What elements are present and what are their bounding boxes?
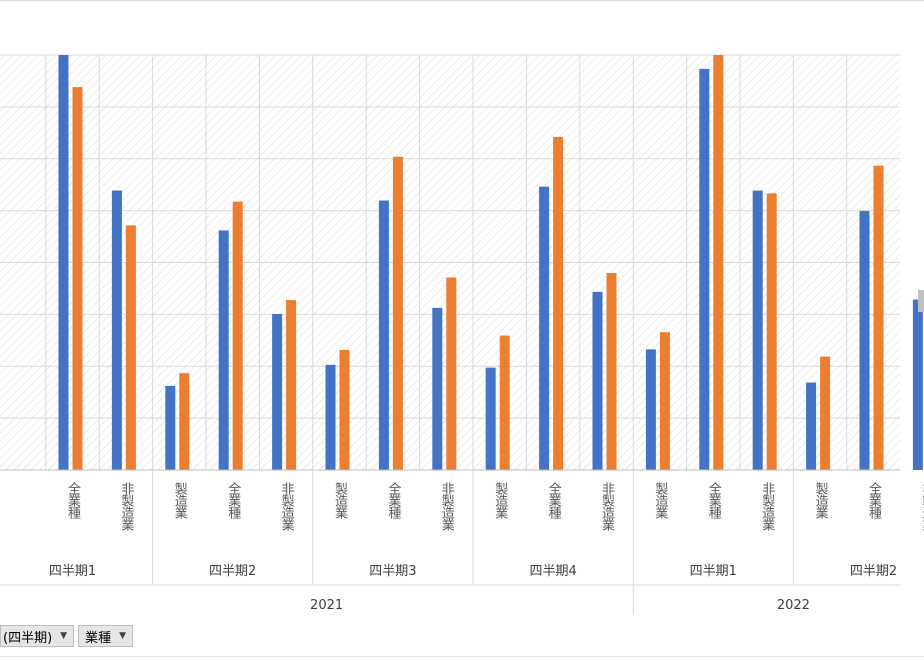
- dropdown-arrow-icon: ▼: [60, 631, 68, 641]
- bar-series-2: [873, 165, 884, 470]
- bar-series-1: [752, 190, 763, 471]
- year-label: 2022: [777, 598, 810, 613]
- bar-series-2: [446, 277, 457, 470]
- bar-series-2: [553, 136, 564, 471]
- bar-series-2: [606, 273, 617, 470]
- category-label: 製造業: [813, 482, 829, 519]
- bar-series-2: [339, 349, 350, 470]
- bar-series-1: [165, 385, 176, 470]
- quarter-label: 四半期1: [690, 564, 737, 579]
- bar-series-1: [378, 200, 389, 470]
- category-label: 製造業: [172, 482, 188, 519]
- quarter-label: 四半期4: [529, 564, 576, 579]
- bar-series-2: [72, 87, 83, 471]
- gridlines: [0, 54, 900, 471]
- bar-series-1: [485, 367, 496, 470]
- category-label: 非製造業: [279, 482, 295, 531]
- quarter-field-label: (四半期): [3, 630, 53, 646]
- category-label: 非製造業: [439, 482, 455, 531]
- clustered-bar-chart: 全業種 非製造業 製造業 全業種 非製造業 製造業 全業種 非製造業 製造業 全業種 非製造業 製造業…: [0, 54, 924, 615]
- resize-handle[interactable]: [918, 290, 924, 312]
- pivot-field-buttons: (四半期) ▼ 業種 ▼: [0, 625, 134, 647]
- category-label: 製造業: [652, 482, 668, 519]
- category-label: 全業種: [546, 481, 562, 519]
- quarter-label: 四半期1: [49, 564, 96, 579]
- bar-series-1: [432, 307, 443, 470]
- bar-series-2: [499, 335, 510, 470]
- industry-field-button[interactable]: 業種 ▼: [78, 625, 134, 647]
- bar-series-1: [859, 211, 870, 471]
- bar-series-1: [912, 299, 923, 470]
- dropdown-arrow-icon: ▼: [119, 631, 127, 641]
- category-label: 非製造業: [599, 482, 615, 531]
- bar-series-2: [820, 356, 831, 470]
- bar-series-1: [58, 55, 69, 470]
- bar-series-2: [392, 156, 403, 470]
- bar-series-1: [806, 382, 817, 470]
- bar-series-1: [325, 364, 336, 470]
- quarter-label: 四半期2: [209, 564, 256, 579]
- bar-series-1: [539, 186, 550, 470]
- year-label: 2021: [310, 598, 343, 613]
- category-label: 製造業: [492, 482, 508, 519]
- bar-series-2: [659, 332, 670, 470]
- quarter-label: 四半期3: [369, 564, 416, 579]
- bar-series-2: [125, 225, 136, 470]
- bar-series-2: [179, 373, 190, 470]
- category-label: 非製造業: [759, 482, 775, 531]
- category-label: 非製造業: [118, 482, 133, 531]
- industry-field-label: 業種: [85, 630, 112, 646]
- quarter-labels: 四半期1 四半期2 四半期3 四半期4 四半期1 四半期2: [49, 564, 897, 579]
- bar-series-2: [766, 193, 777, 471]
- bar-series-1: [592, 291, 603, 470]
- category-label: 全業種: [866, 481, 882, 519]
- category-label: 全業種: [225, 481, 241, 519]
- bar-series-2: [232, 201, 243, 470]
- bar-series-1: [218, 230, 229, 470]
- bar-series-2: [713, 55, 724, 470]
- year-labels: 2021 2022: [310, 598, 810, 613]
- category-labels: 全業種 非製造業 製造業 全業種 非製造業 製造業 全業種 非製造業 製造業 全業種 非製造業 製造業…: [65, 481, 924, 531]
- axes: [0, 469, 900, 615]
- category-label: 製造業: [332, 482, 348, 519]
- bar-series-1: [111, 190, 122, 471]
- category-label: 非製造業: [919, 482, 924, 531]
- quarter-label: 四半期2: [850, 564, 897, 579]
- top-border: [0, 0, 924, 1]
- bar-series-1: [645, 349, 656, 470]
- bar-series-2: [286, 300, 297, 470]
- bar-series-1: [699, 68, 710, 470]
- bottom-border: [0, 656, 924, 657]
- bar-series-1: [272, 313, 283, 470]
- category-label: 全業種: [65, 481, 81, 519]
- category-label: 全業種: [385, 481, 401, 519]
- quarter-field-button[interactable]: (四半期) ▼: [0, 625, 75, 647]
- bars: [58, 55, 923, 471]
- category-label: 全業種: [706, 481, 722, 519]
